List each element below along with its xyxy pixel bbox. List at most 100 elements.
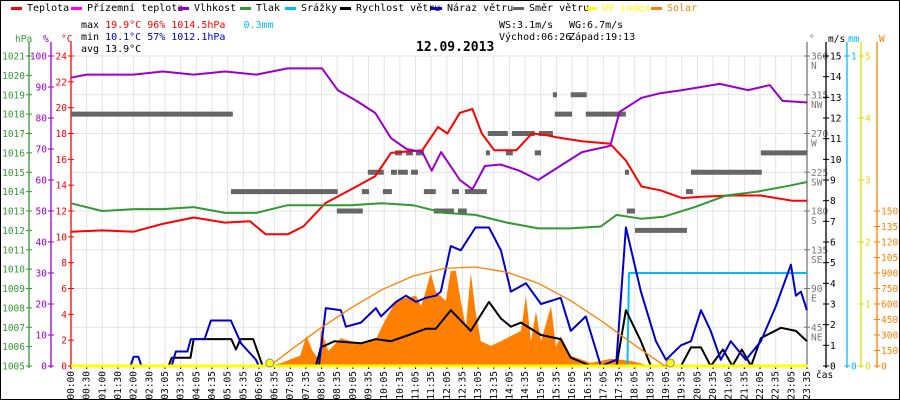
legend-label: Solar <box>667 3 698 14</box>
humidity-tick-label: 60 <box>36 176 48 187</box>
legend-label: Směr větru <box>529 3 590 14</box>
solar-tick-label: 600 <box>881 300 898 311</box>
wind-direction-bar <box>367 169 384 175</box>
x-tick-label: 07:35 <box>301 371 312 400</box>
min-pressure: 1012.1hPa <box>171 32 226 43</box>
wind-direction-bar <box>634 227 687 233</box>
wind-direction-bar <box>585 111 626 117</box>
temperature-tick-label: 22 <box>56 77 67 88</box>
wind-direction-bar <box>538 131 553 136</box>
x-tick-label: 06:35 <box>270 371 281 400</box>
legend-swatch <box>240 7 251 10</box>
humidity-tick-label: 10 <box>36 331 48 342</box>
x-tick-label: 09:35 <box>364 371 375 400</box>
wind-direction-bar <box>626 208 635 214</box>
pressure-tick-label: 1006 <box>2 342 25 353</box>
wind-direction-bar <box>464 189 487 195</box>
humidity-tick-label: 90 <box>36 83 48 94</box>
pressure-tick-label: 1009 <box>2 284 25 295</box>
sunset-time: Západ:19:13 <box>569 32 636 43</box>
temperature-tick-label: 8 <box>61 258 67 269</box>
x-tick-label: 02:30 <box>144 371 155 400</box>
solar-tick-label: 750 <box>881 284 898 295</box>
max-temp: 19.9°C <box>105 20 142 31</box>
x-tick-label: 09:05 <box>348 371 359 400</box>
min-label: min <box>81 32 100 43</box>
x-tick-label: 20:35 <box>708 371 719 400</box>
sunset-marker <box>665 358 675 368</box>
x-tick-label: 05:35 <box>238 371 249 400</box>
legend-swatch <box>431 7 442 10</box>
sunrise-marker <box>265 358 275 368</box>
legend-swatch <box>11 7 22 10</box>
series-vlhkost <box>70 67 808 191</box>
compass-label: SW <box>811 177 823 188</box>
legend-swatch <box>71 7 82 10</box>
solar-tick-label: 300 <box>881 331 898 342</box>
wind-direction-bar <box>458 208 467 214</box>
rain-tick-label: 1 <box>851 52 857 63</box>
x-tick-label: 22:05 <box>755 371 766 400</box>
direction-tick-label: 45 <box>811 323 822 334</box>
x-tick-label: 14:05 <box>504 371 515 400</box>
min-temp: 10.1°C <box>105 32 142 43</box>
wind-tick-label: 5 <box>830 258 836 269</box>
x-tick-label: 18:35 <box>645 371 656 400</box>
x-tick-label: 07:05 <box>285 371 296 400</box>
legend-label: Tlak <box>256 3 281 14</box>
x-tick-label: 16:35 <box>583 371 594 400</box>
x-tick-label: 21:35 <box>739 371 750 400</box>
humidity-tick-label: 0 <box>41 362 47 373</box>
solar-tick-label: 150 <box>881 346 898 357</box>
wind-tick-label: 3 <box>830 300 836 311</box>
wind-direction-bar <box>552 92 557 98</box>
humidity-tick-label: 70 <box>36 145 48 156</box>
compass-label: E <box>811 294 817 305</box>
wind-direction-bar <box>433 208 454 214</box>
temperature-tick-label: 14 <box>56 181 68 192</box>
legend-label: Teplota <box>27 3 70 14</box>
direction-tick-label: 90 <box>811 284 823 295</box>
x-tick-label: 23:35 <box>802 371 813 400</box>
wind-direction-bar <box>406 150 413 156</box>
legend-item: Tlak <box>240 3 280 14</box>
avg-label: avg <box>81 44 100 55</box>
temperature-tick-label: 4 <box>61 310 67 321</box>
x-tick-label: 10:05 <box>379 371 390 400</box>
wind-gust-max: WG:6.7m/s <box>569 20 624 31</box>
x-tick-label: 15:35 <box>551 371 562 400</box>
max-label: max <box>81 20 100 31</box>
compass-label: S <box>811 216 817 227</box>
compass-label: W <box>811 139 817 150</box>
stats-min-row: min 10.1°C 57% 1012.1hPa <box>81 32 231 43</box>
wind-tick-label: 2 <box>830 320 836 331</box>
pressure-tick-label: 1017 <box>2 129 25 140</box>
legend-label: UV index <box>602 3 651 14</box>
series-teplota <box>70 108 808 236</box>
min-humidity: 57% <box>147 32 166 43</box>
direction-tick-label: 225 <box>811 168 828 179</box>
wind-tick-label: 13 <box>830 93 841 104</box>
legend-swatch <box>586 7 597 10</box>
x-tick-label: 12:35 <box>457 371 468 400</box>
compass-label: NW <box>811 100 823 111</box>
x-tick-label: 01:30 <box>113 371 124 400</box>
legend-swatch <box>340 7 351 10</box>
humidity-tick-label: 80 <box>36 114 48 125</box>
x-tick-label: 02:00 <box>129 371 140 400</box>
temperature-tick-label: 16 <box>56 155 68 166</box>
wind-tick-label: 10 <box>830 155 842 166</box>
pressure-tick-label: 1010 <box>2 265 25 276</box>
x-tick-label: 13:05 <box>473 371 484 400</box>
x-tick-label: 21:05 <box>724 371 735 400</box>
series-tlak <box>70 180 808 230</box>
legend-item: Směr větru <box>513 3 589 14</box>
wind-tick-label: 14 <box>830 72 842 83</box>
x-tick-label: 11:05 <box>411 371 422 400</box>
pressure-tick-label: 1016 <box>2 148 25 159</box>
rain-tick-label: 0 <box>851 362 857 373</box>
x-tick-label: 00:00 <box>66 371 77 400</box>
wind-tick-label: 6 <box>830 238 836 249</box>
